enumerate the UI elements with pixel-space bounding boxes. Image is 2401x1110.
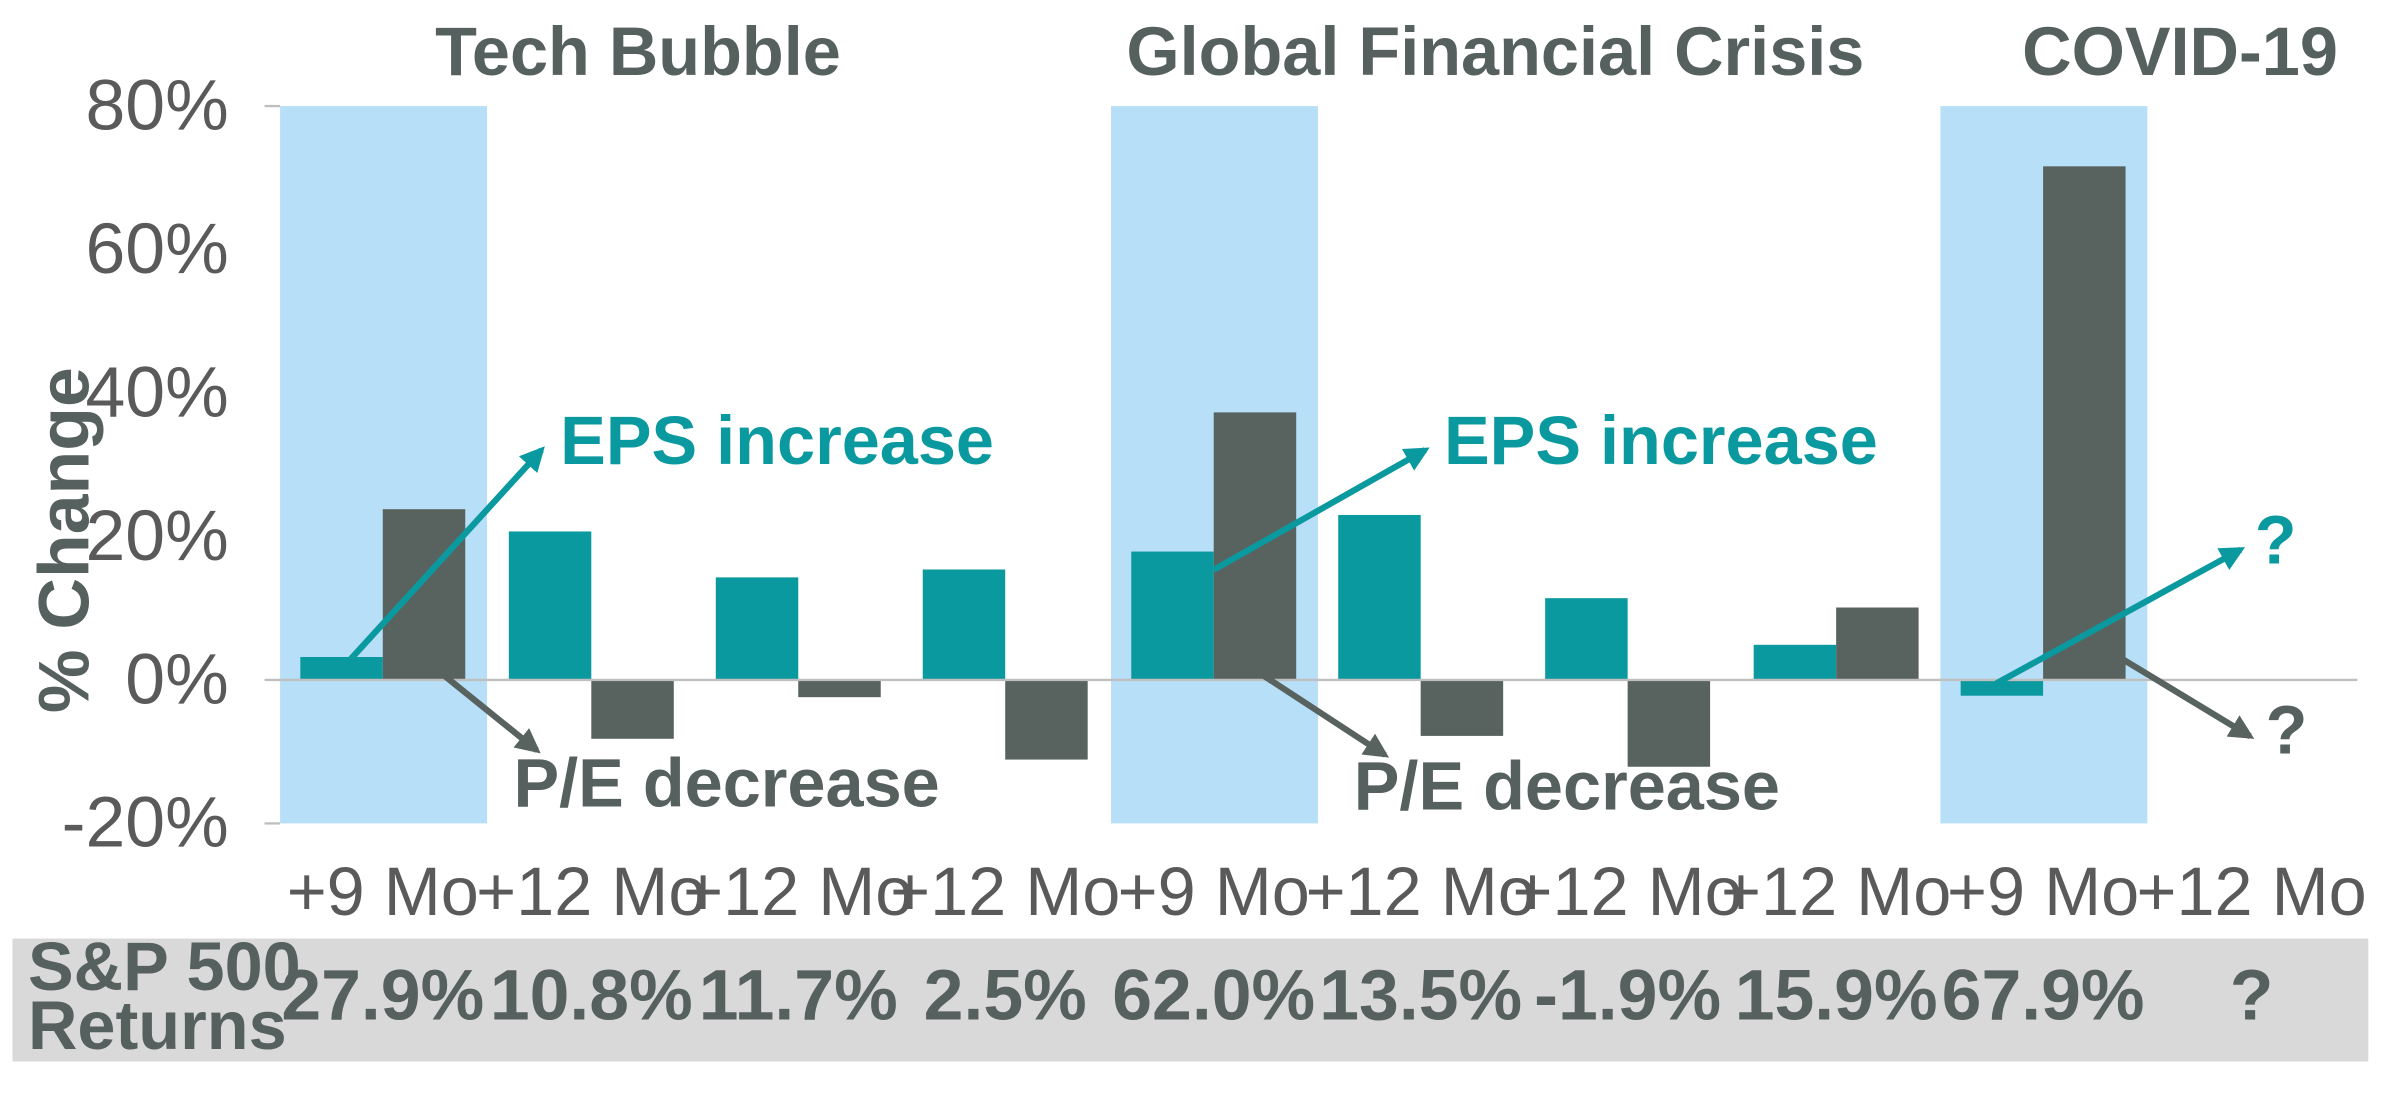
pe-bar-6 — [1627, 679, 1711, 767]
pe-unknown-label-covid: ? — [2266, 691, 2308, 768]
eps-arrow-tech — [344, 446, 545, 666]
x-tick-label: +12 Mo — [1513, 853, 1743, 930]
y-axis-label: % Change — [25, 367, 105, 713]
eps-bar-1 — [508, 531, 592, 680]
pe-decrease-label-tech: P/E decrease — [513, 744, 939, 821]
y-tick-label: 20% — [86, 496, 229, 576]
return-value: ? — [2230, 955, 2274, 1035]
return-value: 15.9% — [1735, 955, 1938, 1035]
eps-arrow-covid — [1994, 546, 2246, 687]
eps-arrow-gfc — [1212, 447, 1430, 573]
y-tick-labels: 80% 60% 40% 20% 0% -20% — [62, 65, 229, 862]
bars — [300, 166, 2126, 767]
eps-unknown-label-covid: ? — [2255, 502, 2297, 579]
x-tick-label: +12 Mo — [1306, 853, 1536, 930]
x-tick-label: +12 Mo — [1721, 853, 1951, 930]
return-value: 67.9% — [1942, 955, 2145, 1035]
pe-bar-7 — [1836, 607, 1919, 680]
pe-arrow-gfc — [1261, 672, 1390, 758]
annotations: EPS increase P/E decrease EPS increase P… — [344, 402, 2308, 824]
x-tick-label: +12 Mo — [683, 853, 913, 930]
x-tick-label: +9 Mo — [1118, 853, 1310, 930]
return-value: 62.0% — [1112, 955, 1315, 1035]
return-value: -1.9% — [1534, 955, 1721, 1035]
pe-bar-8 — [2043, 166, 2126, 680]
return-value: 27.9% — [281, 955, 484, 1035]
group-title-covid: COVID-19 — [2022, 13, 2338, 90]
pe-bar-2 — [798, 679, 881, 698]
returns-row-label-line2: Returns — [28, 987, 287, 1064]
pe-bar-1 — [591, 679, 674, 739]
x-tick-label: +9 Mo — [1947, 853, 2139, 930]
x-tick-label: +9 Mo — [287, 853, 479, 930]
pe-arrow-tech — [438, 670, 541, 754]
pe-arrow-covid — [2122, 657, 2255, 739]
eps-bar-6 — [1545, 598, 1628, 680]
return-value: 10.8% — [490, 955, 693, 1035]
x-tick-label: +12 Mo — [2137, 853, 2367, 930]
eps-bar-0 — [300, 656, 383, 680]
y-tick-label: 0% — [125, 639, 228, 719]
y-tick-label: -20% — [62, 783, 229, 863]
eps-bar-7 — [1753, 644, 1837, 680]
y-tick-label: 60% — [86, 209, 229, 289]
pe-decrease-label-gfc: P/E decrease — [1354, 747, 1780, 824]
x-tick-label: +12 Mo — [476, 853, 706, 930]
pe-bar-0 — [382, 509, 466, 680]
eps-bar-3 — [922, 569, 1006, 680]
y-tick-label: 80% — [86, 65, 229, 145]
y-tick-label: 40% — [86, 352, 229, 432]
returns-values: 27.9% 10.8% 11.7% 2.5% 62.0% 13.5% -1.9% 15.9% 6… — [281, 955, 2273, 1035]
group-title-gfc: Global Financial Crisis — [1126, 13, 1864, 90]
eps-bar-8 — [1960, 679, 2044, 696]
eps-increase-label-gfc: EPS increase — [1444, 402, 1878, 479]
eps-bar-5 — [1338, 514, 1421, 680]
returns-table-bg — [12, 938, 2369, 1062]
eps-increase-label-tech: EPS increase — [560, 402, 994, 479]
x-tick-label: +12 Mo — [890, 853, 1120, 930]
eps-bar-2 — [715, 577, 799, 680]
group-title-tech-bubble: Tech Bubble — [435, 13, 841, 90]
pe-bar-5 — [1420, 679, 1504, 736]
highlight-band-0 — [280, 106, 488, 824]
returns-row-label-line1: S&P 500 — [28, 928, 301, 1005]
x-tick-labels: +9 Mo+12 Mo+12 Mo+12 Mo+9 Mo+12 Mo+12 Mo… — [287, 853, 2367, 930]
return-value: 2.5% — [924, 955, 1087, 1035]
eps-bar-4 — [1131, 551, 1214, 680]
return-value: 11.7% — [699, 955, 898, 1035]
return-value: 13.5% — [1319, 955, 1522, 1035]
pe-bar-3 — [1005, 679, 1088, 760]
